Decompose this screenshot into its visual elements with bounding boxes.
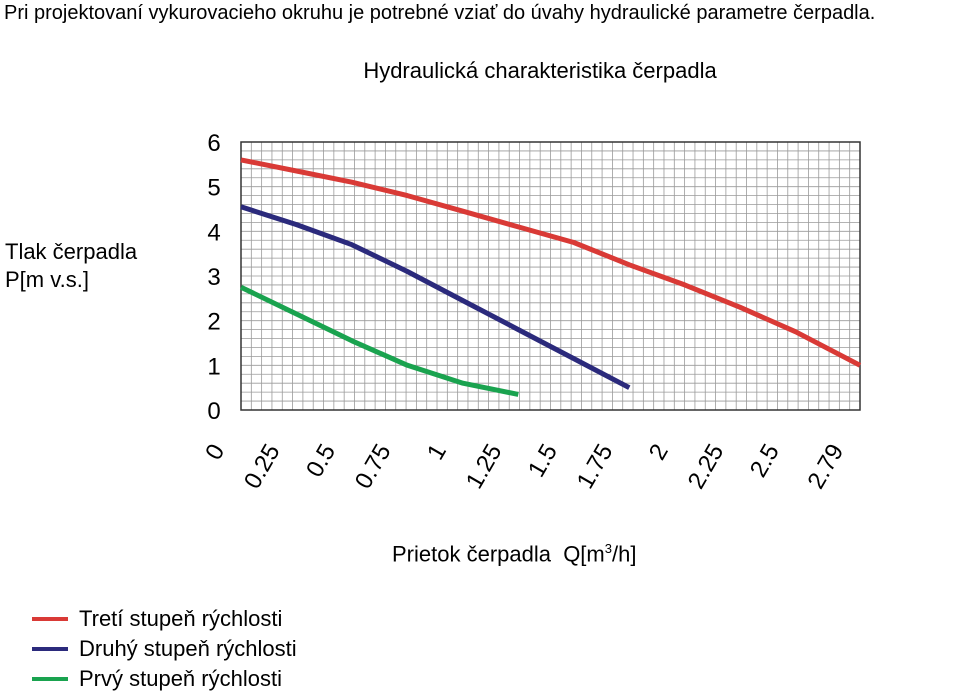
- x-tick-label: 0.5: [301, 440, 341, 482]
- y-tick-label: 5: [207, 175, 220, 202]
- y-axis-label-line1: Tlak čerpadla: [5, 239, 138, 264]
- x-tick-label: 2: [644, 440, 674, 465]
- chart-title: Hydraulická charakteristika čerpadla: [363, 58, 717, 83]
- plot-frame: [240, 141, 861, 411]
- legend-item: Druhý stupeň rýchlosti: [32, 634, 297, 664]
- x-tick-label: 2.25: [683, 440, 730, 494]
- series-line-2: [240, 204, 631, 390]
- x-axis-label-end: /h]: [611, 541, 637, 567]
- y-tick-label: 2: [207, 309, 220, 336]
- x-tick-label: 1.25: [461, 439, 508, 493]
- x-tick-label: 1.75: [572, 440, 619, 494]
- legend-swatch: [32, 677, 68, 681]
- legend-label: Druhý stupeň rýchlosti: [79, 636, 297, 661]
- x-tick-label: 2.5: [745, 440, 785, 482]
- x-tick-label: 2.79: [802, 440, 849, 494]
- x-axis-label-main: Prietok čerpadla Q[m: [392, 541, 605, 567]
- x-tick-label: 0.75: [350, 440, 397, 494]
- x-tick-label: 1.5: [523, 440, 563, 482]
- legend-label: Tretí stupeň rýchlosti: [79, 606, 283, 631]
- x-axis-label: Prietok čerpadla Q[m3/h]: [392, 541, 636, 567]
- legend-label: Prvý stupeň rýchlosti: [79, 666, 282, 691]
- x-tick-label: 0.25: [239, 440, 286, 494]
- legend: Tretí stupeň rýchlosti Druhý stupeň rýchl…: [32, 604, 297, 694]
- x-tick-label: 0: [200, 440, 230, 465]
- y-tick-label: 3: [207, 264, 220, 291]
- y-tick-label: 0: [207, 398, 220, 425]
- legend-item: Prvý stupeň rýchlosti: [32, 664, 297, 694]
- y-tick-label: 1: [207, 353, 220, 380]
- y-tick-label: 4: [207, 219, 220, 246]
- x-tick-label: 1: [422, 440, 452, 465]
- intro-text: Pri projektovaní vykurovacieho okruhu je…: [4, 2, 876, 24]
- legend-swatch: [32, 617, 68, 621]
- legend-swatch: [32, 647, 68, 651]
- y-axis-label: Tlak čerpadla P[m v.s.]: [5, 238, 137, 294]
- x-axis-label-superscript: 3: [604, 541, 612, 556]
- y-axis-label-line2: P[m v.s.]: [5, 267, 89, 292]
- legend-item: Tretí stupeň rýchlosti: [32, 604, 297, 634]
- y-tick-label: 6: [207, 130, 220, 157]
- series-line-1: [240, 157, 862, 368]
- series-line-3: [239, 284, 519, 397]
